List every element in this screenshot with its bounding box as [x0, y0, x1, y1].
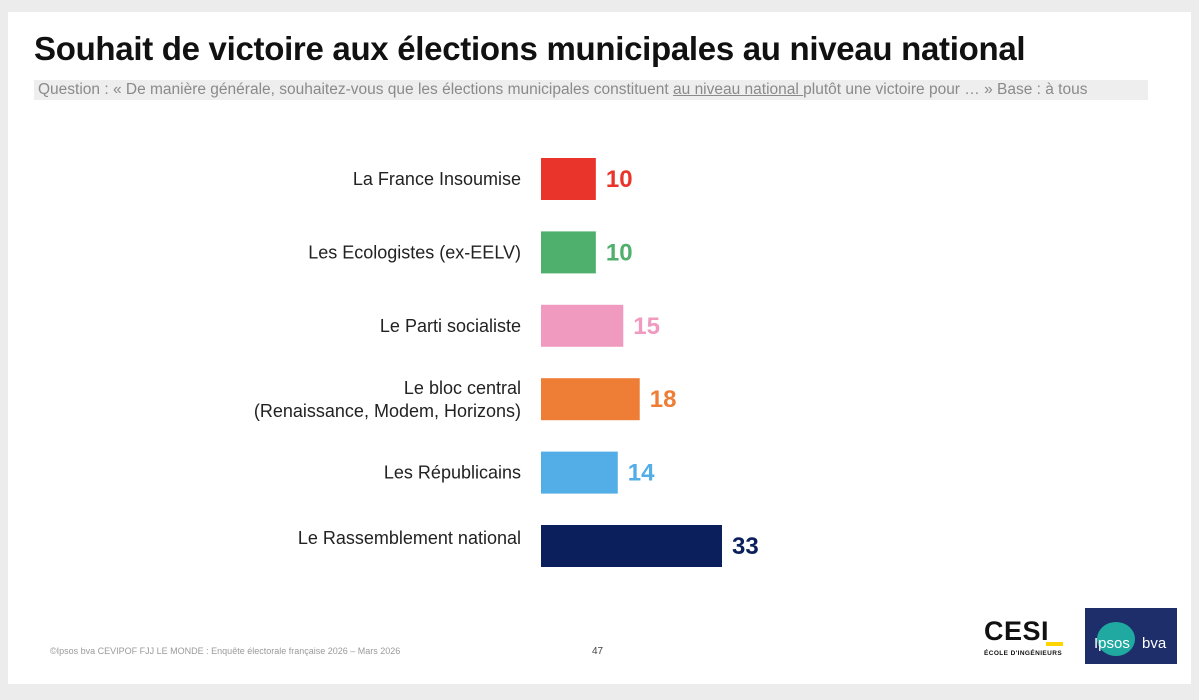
question-text-underlined: au niveau national [673, 81, 804, 98]
bar-3 [541, 378, 640, 421]
category-label-line: Le bloc central [404, 378, 521, 398]
chart-title: Souhait de victoire aux élections munici… [34, 30, 1026, 67]
footer-source: ©Ipsos bva CEVIPOF FJJ LE MONDE : Enquêt… [50, 646, 401, 656]
ipsos-bva-logo: Ipsos bva [1085, 608, 1177, 664]
question-text-end: plutôt une victoire pour … » Base : à to… [803, 81, 1088, 98]
value-label-2: 15 [633, 313, 660, 340]
category-label-line: La France Insoumise [353, 169, 521, 189]
ipsos-logo-word: Ipsos [1094, 635, 1130, 652]
category-label-4: Les Républicains [384, 463, 521, 483]
question-text-start: Question : « De manière générale, souhai… [38, 81, 674, 98]
bar-0 [541, 158, 596, 200]
category-label-line: (Renaissance, Modem, Horizons) [254, 401, 521, 421]
category-label-1: Les Ecologistes (ex-EELV) [308, 242, 521, 262]
category-label-0: La France Insoumise [353, 169, 521, 189]
category-label-line: Le Parti socialiste [380, 316, 521, 336]
value-label-3: 18 [650, 386, 677, 413]
ipsos-logo-shape [1097, 622, 1135, 656]
bva-logo-word: bva [1142, 635, 1167, 652]
value-label-5: 33 [732, 533, 759, 560]
bar-4 [541, 451, 618, 494]
category-label-line: Les Ecologistes (ex-EELV) [308, 242, 521, 262]
value-label-4: 14 [628, 460, 655, 487]
category-label-2: Le Parti socialiste [380, 316, 521, 336]
cesi-logo-subtitle: ÉCOLE D'INGÉNIEURS [984, 650, 1063, 657]
category-label-3: Le bloc central (Renaissance, Modem, Hori… [254, 378, 521, 421]
page-number: 47 [592, 646, 604, 657]
bar-5 [541, 525, 722, 567]
slide: Souhait de victoire aux élections munici… [8, 12, 1191, 684]
cesi-logo-word: CESI [984, 616, 1050, 646]
bar-2 [541, 304, 624, 347]
value-label-1: 10 [606, 239, 633, 266]
category-label-line: Les Républicains [384, 463, 521, 483]
value-label-0: 10 [606, 166, 633, 193]
question-text: Question : « De manière générale, souhai… [34, 80, 1148, 100]
category-label-5: Le Rassemblement national [298, 528, 521, 548]
cesi-logo: CESI ÉCOLE D'INGÉNIEURS [984, 618, 1068, 668]
bar-1 [541, 231, 596, 274]
cesi-logo-dash [1046, 642, 1063, 646]
category-label-line: Le Rassemblement national [298, 528, 521, 548]
